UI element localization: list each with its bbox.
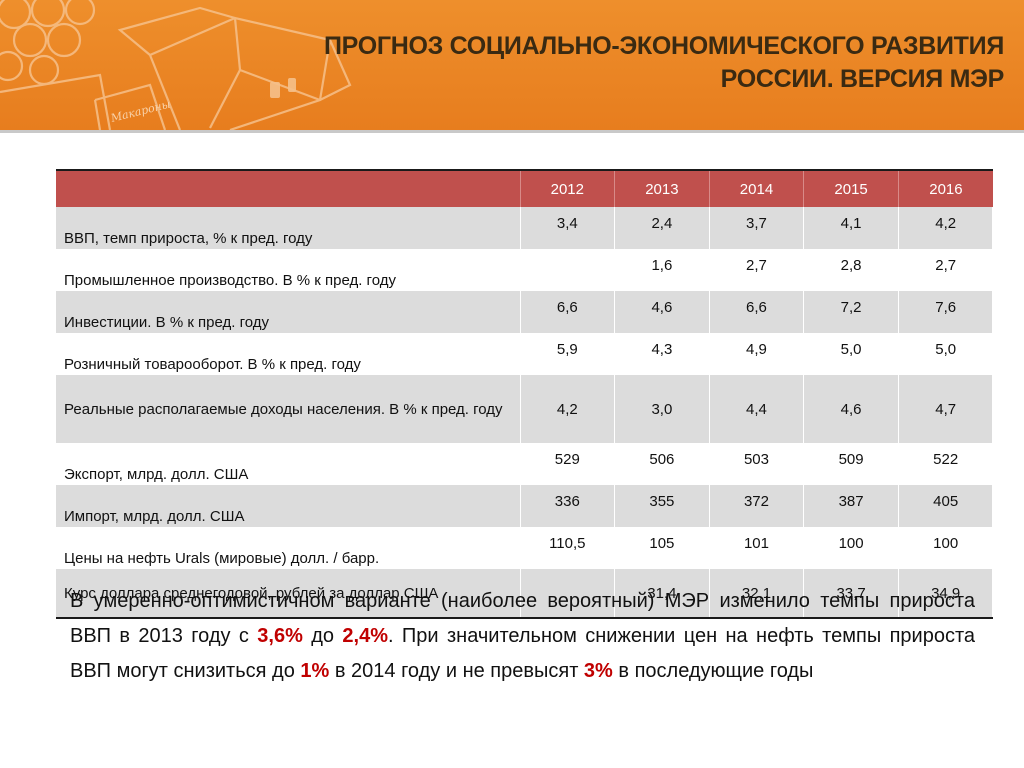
- cell-value: 506: [614, 443, 710, 485]
- cell-value: 1,6: [614, 249, 710, 291]
- cell-value: 522: [898, 443, 994, 485]
- page-title-line2: РОССИИ. ВЕРСИЯ МЭР: [720, 65, 1005, 93]
- cell-value: 4,2: [520, 375, 616, 443]
- summary-text: до: [302, 625, 343, 647]
- cell-value: 4,9: [709, 333, 805, 375]
- cell-value: 2,7: [898, 249, 994, 291]
- cell-value: 6,6: [520, 291, 616, 333]
- cell-value: 100: [898, 527, 994, 569]
- header-corner-cell: [56, 170, 521, 207]
- cell-value: 405: [898, 485, 994, 527]
- summary-text: в 2014 году и не превысят: [329, 660, 584, 682]
- table-row-oil-price: Цены на нефть Urals (мировые) долл. / ба…: [56, 527, 994, 569]
- header-banner: Макароны ПРОГНОЗ СОЦИАЛЬНО-ЭКОНОМИЧЕСКОГ…: [0, 0, 1024, 130]
- year-header-2014: 2014: [709, 170, 805, 207]
- row-label: Промышленное производство. В % к пред. г…: [56, 249, 521, 291]
- summary-text: В умеренно-оптимистичном варианте (наибо…: [70, 590, 975, 647]
- cell-value: 2,7: [709, 249, 805, 291]
- cell-value: 509: [803, 443, 899, 485]
- table-row-gdp: ВВП, темп прироста, % к пред. году 3,4 2…: [56, 207, 994, 249]
- cell-value: 34,9: [898, 569, 994, 619]
- cell-value: 372: [709, 485, 805, 527]
- table-row-industry: Промышленное производство. В % к пред. г…: [56, 249, 994, 291]
- cell-value: 100: [803, 527, 899, 569]
- cell-value: 7,2: [803, 291, 899, 333]
- row-label: Инвестиции. В % к пред. году: [56, 291, 521, 333]
- cell-value: 5,9: [520, 333, 616, 375]
- cell-value: 355: [614, 485, 710, 527]
- cell-value: 336: [520, 485, 616, 527]
- cell-value: 4,1: [803, 207, 899, 249]
- cell-value: 33,7: [803, 569, 899, 619]
- cell-value: 529: [520, 443, 616, 485]
- summary-paragraph: В умеренно-оптимистичном варианте (наибо…: [70, 584, 975, 689]
- cell-value: 4,6: [803, 375, 899, 443]
- row-label: Импорт, млрд. долл. США: [56, 485, 521, 527]
- cell-value: 31,4: [614, 569, 710, 619]
- summary-text: . При значительном снижении цен на нефть…: [70, 625, 976, 682]
- forecast-table: 2012 2013 2014 2015 2016 ВВП, темп приро…: [56, 169, 994, 619]
- cell-value: 5,0: [898, 333, 994, 375]
- cell-value: 6,6: [709, 291, 805, 333]
- summary-text: в последующие годы: [612, 660, 814, 682]
- table-header-row: 2012 2013 2014 2015 2016: [56, 170, 993, 207]
- cell-value: 32,1: [709, 569, 805, 619]
- cell-value: 105: [614, 527, 710, 569]
- cell-value: 387: [803, 485, 899, 527]
- table-row-export: Экспорт, млрд. долл. США 529 506 503 509…: [56, 443, 994, 485]
- highlight-gdp-new: 2,4%: [342, 625, 388, 647]
- header-divider: [0, 130, 1024, 133]
- cell-value: 4,3: [614, 333, 710, 375]
- cell-value: 2,8: [803, 249, 899, 291]
- cell-value: [520, 569, 616, 619]
- cell-value: 503: [709, 443, 805, 485]
- cell-value: 3,4: [520, 207, 616, 249]
- row-label: ВВП, темп прироста, % к пред. году: [56, 207, 521, 249]
- highlight-gdp-low: 1%: [300, 660, 330, 682]
- highlight-gdp-cap: 3%: [583, 660, 613, 682]
- row-label: Цены на нефть Urals (мировые) долл. / ба…: [56, 527, 521, 569]
- cell-value: 110,5: [520, 527, 616, 569]
- year-header-2012: 2012: [520, 170, 616, 207]
- year-header-2013: 2013: [614, 170, 710, 207]
- page-title: ПРОГНОЗ СОЦИАЛЬНО-ЭКОНОМИЧЕСКОГО РАЗВИТИ…: [304, 30, 1004, 96]
- cell-value: 4,4: [709, 375, 805, 443]
- year-header-2015: 2015: [803, 170, 899, 207]
- row-label: Розничный товарооборот. В % к пред. году: [56, 333, 521, 375]
- table-row-income: Реальные располагаемые доходы населения.…: [56, 375, 994, 443]
- table-row-investment: Инвестиции. В % к пред. году 6,6 4,6 6,6…: [56, 291, 994, 333]
- cell-value: 5,0: [803, 333, 899, 375]
- highlight-gdp-old: 3,6%: [257, 625, 303, 647]
- cell-value: 2,4: [614, 207, 710, 249]
- row-label: Экспорт, млрд. долл. США: [56, 443, 521, 485]
- table-row-import: Импорт, млрд. долл. США 336 355 372 387 …: [56, 485, 994, 527]
- cell-value: 4,7: [898, 375, 994, 443]
- cell-value: 4,2: [898, 207, 994, 249]
- cell-value: 4,6: [614, 291, 710, 333]
- table-row-exchange-rate: Курс доллара среднегодовой, рублей за до…: [56, 569, 994, 619]
- cell-value: [520, 249, 616, 291]
- row-label: Курс доллара среднегодовой, рублей за до…: [56, 569, 521, 619]
- cardboard-boxes-icon: Макароны: [0, 0, 352, 130]
- table-row-retail: Розничный товарооборот. В % к пред. году…: [56, 333, 994, 375]
- page-title-line1: ПРОГНОЗ СОЦИАЛЬНО-ЭКОНОМИЧЕСКОГО РАЗВИТИ…: [324, 32, 1004, 60]
- cell-value: 3,0: [614, 375, 710, 443]
- row-label: Реальные располагаемые доходы населения.…: [56, 375, 521, 443]
- year-header-2016: 2016: [898, 170, 993, 207]
- cell-value: 101: [709, 527, 805, 569]
- cell-value: 3,7: [709, 207, 805, 249]
- cell-value: 7,6: [898, 291, 994, 333]
